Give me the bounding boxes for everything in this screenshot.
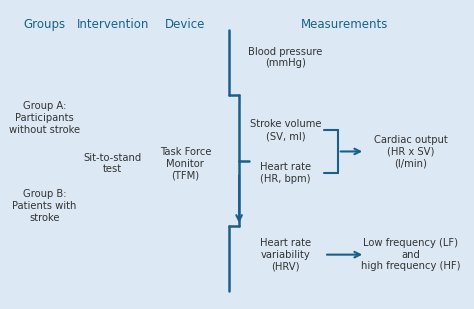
Text: Cardiac output
(HR x SV)
(l/min): Cardiac output (HR x SV) (l/min) bbox=[374, 135, 447, 168]
Text: Group A:
Participants
without stroke: Group A: Participants without stroke bbox=[9, 101, 80, 135]
Text: Device: Device bbox=[165, 18, 206, 31]
Text: Stroke volume
(SV, ml): Stroke volume (SV, ml) bbox=[250, 119, 321, 141]
Text: Low frequency (LF)
and
high frequency (HF): Low frequency (LF) and high frequency (H… bbox=[361, 238, 460, 271]
Text: Sit-to-stand
test: Sit-to-stand test bbox=[83, 153, 142, 174]
Text: Group B:
Patients with
stroke: Group B: Patients with stroke bbox=[12, 189, 77, 223]
Text: Heart rate
(HR, bpm): Heart rate (HR, bpm) bbox=[260, 162, 311, 184]
Text: Blood pressure
(mmHg): Blood pressure (mmHg) bbox=[248, 47, 323, 68]
Text: Groups: Groups bbox=[23, 18, 65, 31]
Text: Task Force
Monitor
(TFM): Task Force Monitor (TFM) bbox=[160, 147, 211, 180]
Text: Heart rate
variability
(HRV): Heart rate variability (HRV) bbox=[260, 238, 311, 271]
Text: Intervention: Intervention bbox=[76, 18, 149, 31]
Text: Measurements: Measurements bbox=[301, 18, 388, 31]
